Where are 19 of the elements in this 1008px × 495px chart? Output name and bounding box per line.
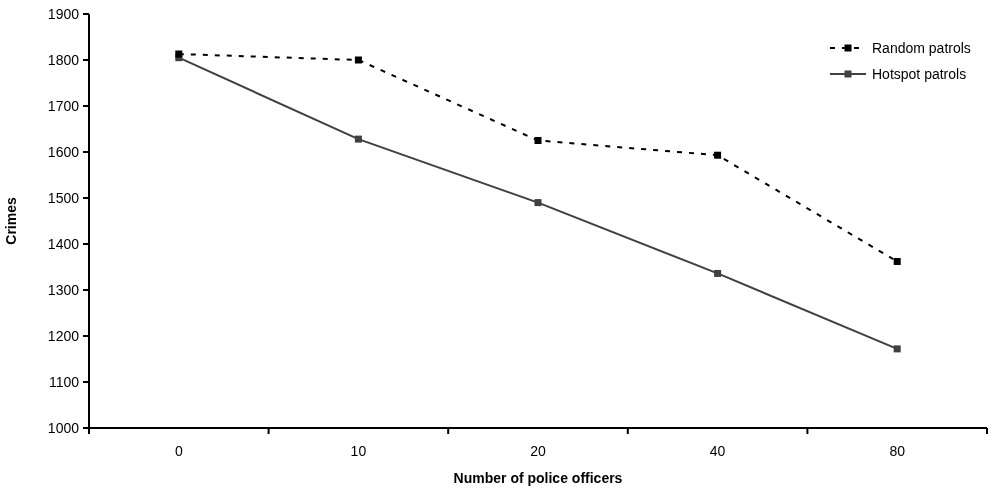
y-tick-label: 1800	[47, 51, 80, 68]
x-tick-label: 20	[530, 443, 546, 459]
y-tick-label: 1100	[48, 373, 80, 390]
legend-label: Hotspot patrols	[872, 65, 967, 82]
legend-label: Random patrols	[872, 39, 971, 56]
x-tick-label: 0	[174, 443, 183, 459]
y-axis-title: Crimes	[3, 197, 19, 245]
x-axis-title: Number of police officers	[453, 470, 623, 486]
x-tick-label: 10	[350, 443, 367, 459]
y-tick-label: 1000	[47, 419, 80, 436]
y-tick-label: 1700	[47, 97, 80, 114]
y-tick-label: 1600	[47, 143, 80, 160]
y-tick-label: 1500	[47, 189, 80, 206]
y-tick-label: 1300	[47, 281, 80, 298]
y-tick-label: 1900	[47, 5, 80, 22]
x-tick-label: 80	[889, 443, 906, 459]
y-tick-label: 1200	[47, 327, 80, 344]
y-tick-label: 1400	[47, 235, 80, 252]
x-tick-label: 40	[709, 443, 726, 459]
